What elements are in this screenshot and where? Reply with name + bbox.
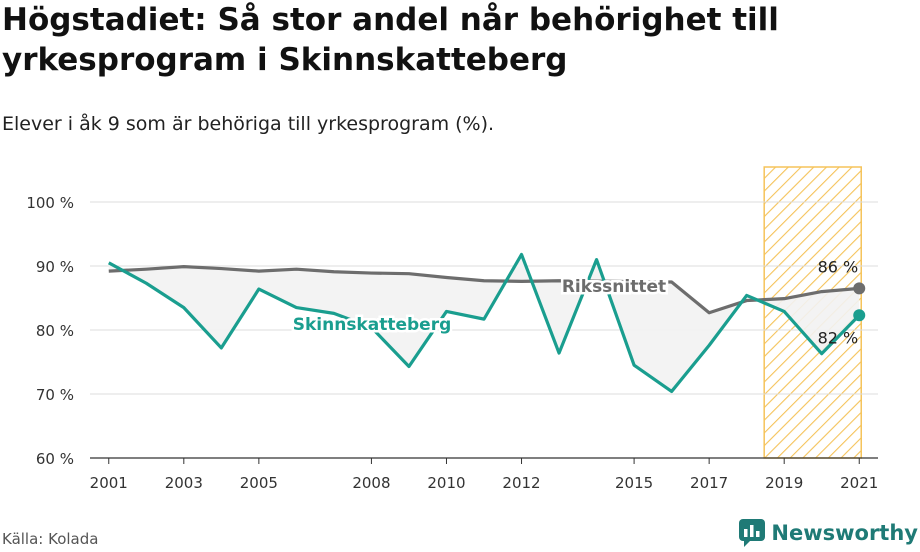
x-tick-label: 2021 bbox=[840, 474, 878, 492]
x-tick-label: 2005 bbox=[240, 474, 278, 492]
y-tick-label: 70 % bbox=[36, 386, 74, 404]
rikssnittet-line bbox=[108, 265, 860, 315]
y-tick-label: 80 % bbox=[36, 322, 74, 340]
brand-name: Newsworthy bbox=[771, 521, 918, 545]
skinnskatteberg-end-label: 82 % bbox=[818, 328, 859, 347]
x-tick-label: 2015 bbox=[615, 474, 653, 492]
rikssnittet-endpoint bbox=[853, 282, 866, 295]
page-title: Högstadiet: Så stor andel når behörighet… bbox=[2, 2, 779, 78]
x-tick-label: 2003 bbox=[165, 474, 203, 492]
newsworthy-logo-icon bbox=[739, 519, 766, 547]
y-tick-label: 100 % bbox=[26, 194, 74, 212]
page-subtitle: Elever i åk 9 som är behöriga till yrkes… bbox=[2, 113, 495, 135]
x-tick-label: 2001 bbox=[90, 474, 128, 492]
difference-area bbox=[108, 254, 860, 392]
x-tick-label: 2017 bbox=[690, 474, 728, 492]
y-tick-label: 60 % bbox=[36, 450, 74, 468]
x-tick-label: 2012 bbox=[502, 474, 540, 492]
x-tick-label: 2010 bbox=[427, 474, 465, 492]
y-tick-label: 90 % bbox=[36, 258, 74, 276]
brand-logo: Newsworthy bbox=[739, 518, 918, 548]
skinnskatteberg-endpoint bbox=[853, 309, 866, 322]
skinnskatteberg-series-label: Skinnskatteberg bbox=[293, 315, 452, 335]
rikssnittet-end-label: 86 % bbox=[818, 257, 859, 276]
skinnskatteberg-line bbox=[107, 252, 861, 394]
source-note: Källa: Kolada bbox=[2, 530, 99, 548]
x-tick-label: 2019 bbox=[765, 474, 803, 492]
rikssnittet-series-label: Rikssnittet bbox=[562, 277, 666, 297]
x-tick-label: 2008 bbox=[352, 474, 390, 492]
